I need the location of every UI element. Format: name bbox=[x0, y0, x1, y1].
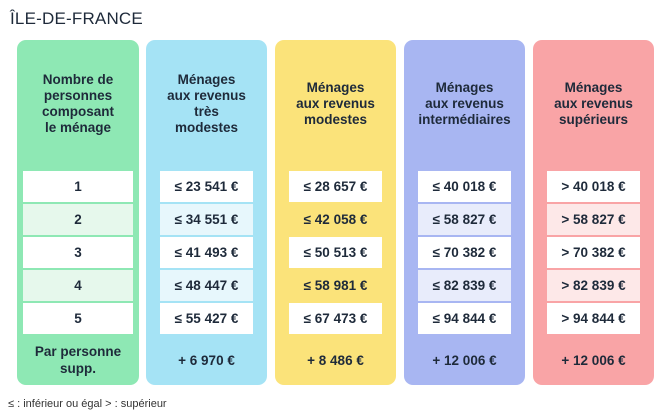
column-superieurs: Ménages aux revenus supérieurs > 40 018 … bbox=[533, 40, 654, 385]
cell-intermediaires-2: ≤ 58 827 € bbox=[418, 204, 511, 235]
cell-superieurs-1: > 40 018 € bbox=[547, 171, 640, 202]
column-persons: Nombre de personnes composant le ménage … bbox=[17, 40, 139, 385]
column-modestes: Ménages aux revenus modestes ≤ 28 657 € … bbox=[275, 40, 396, 385]
cell-intermediaires-1: ≤ 40 018 € bbox=[418, 171, 511, 202]
cell-tres-modestes-4: ≤ 48 447 € bbox=[160, 270, 253, 301]
cell-modestes-extra: + 8 486 € bbox=[307, 352, 364, 368]
cell-persons-extra: Par personne supp. bbox=[34, 344, 122, 376]
region-title: ÎLE-DE-FRANCE bbox=[10, 9, 143, 28]
column-header-modestes: Ménages aux revenus modestes bbox=[296, 80, 375, 127]
cell-modestes-4: ≤ 58 981 € bbox=[289, 270, 382, 301]
cell-superieurs-4: > 82 839 € bbox=[547, 270, 640, 301]
column-header-intermediaires: Ménages aux revenus intermédiaires bbox=[418, 80, 511, 127]
cell-tres-modestes-2: ≤ 34 551 € bbox=[160, 204, 253, 235]
cell-persons-3: 3 bbox=[23, 237, 133, 268]
cell-superieurs-2: > 58 827 € bbox=[547, 204, 640, 235]
cell-tres-modestes-3: ≤ 41 493 € bbox=[160, 237, 253, 268]
column-header-tres-modestes: Ménages aux revenus très modestes bbox=[167, 72, 246, 135]
cell-modestes-3: ≤ 50 513 € bbox=[289, 237, 382, 268]
column-tres-modestes: Ménages aux revenus très modestes ≤ 23 5… bbox=[146, 40, 267, 385]
cell-persons-1: 1 bbox=[23, 171, 133, 202]
column-header-superieurs: Ménages aux revenus supérieurs bbox=[554, 80, 633, 127]
cell-persons-4: 4 bbox=[23, 270, 133, 301]
cell-modestes-1: ≤ 28 657 € bbox=[289, 171, 382, 202]
column-intermediaires: Ménages aux revenus intermédiaires ≤ 40 … bbox=[404, 40, 525, 385]
cell-intermediaires-3: ≤ 70 382 € bbox=[418, 237, 511, 268]
cell-persons-2: 2 bbox=[23, 204, 133, 235]
cell-modestes-5: ≤ 67 473 € bbox=[289, 303, 382, 334]
legend: ≤ : inférieur ou égal > : supérieur bbox=[8, 398, 167, 410]
cell-tres-modestes-1: ≤ 23 541 € bbox=[160, 171, 253, 202]
cell-tres-modestes-5: ≤ 55 427 € bbox=[160, 303, 253, 334]
cell-tres-modestes-extra: + 6 970 € bbox=[178, 352, 235, 368]
column-header-persons: Nombre de personnes composant le ménage bbox=[41, 72, 114, 135]
cell-intermediaires-5: ≤ 94 844 € bbox=[418, 303, 511, 334]
cell-superieurs-extra: + 12 006 € bbox=[561, 352, 626, 368]
cell-superieurs-3: > 70 382 € bbox=[547, 237, 640, 268]
cell-superieurs-5: > 94 844 € bbox=[547, 303, 640, 334]
cell-intermediaires-extra: + 12 006 € bbox=[432, 352, 497, 368]
cell-persons-5: 5 bbox=[23, 303, 133, 334]
cell-intermediaires-4: ≤ 82 839 € bbox=[418, 270, 511, 301]
cell-modestes-2: ≤ 42 058 € bbox=[289, 204, 382, 235]
